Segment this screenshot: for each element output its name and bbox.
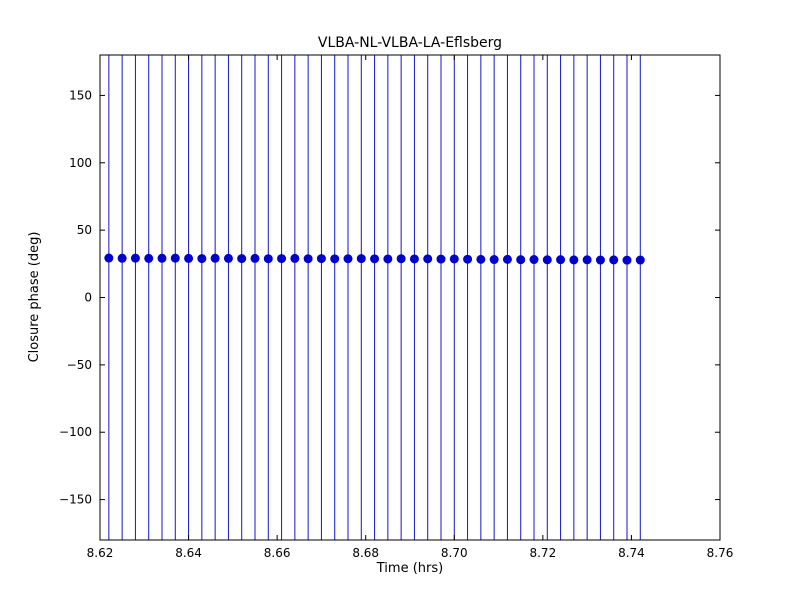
data-point (197, 254, 207, 264)
data-point (516, 255, 526, 265)
data-point (542, 255, 552, 265)
errorbar-layer (108, 55, 641, 540)
axes-layer: 8.62 8.64 8.66 8.68 8.70 8.72 8.74 8.76 −150 −100… (59, 55, 733, 560)
x-tick-label: 8.70 (441, 546, 468, 560)
data-point (370, 254, 380, 264)
data-point (529, 255, 539, 265)
data-point (303, 254, 313, 264)
data-point (569, 255, 579, 265)
data-point (436, 254, 446, 264)
data-point (449, 254, 459, 264)
data-point (117, 253, 127, 263)
data-point (582, 255, 592, 265)
data-point (622, 255, 632, 265)
x-tick-label: 8.76 (707, 546, 734, 560)
data-point (409, 254, 419, 264)
data-point (263, 254, 273, 264)
data-point (356, 254, 366, 264)
x-tick-label: 8.68 (352, 546, 379, 560)
x-tick-label: 8.72 (529, 546, 556, 560)
y-axis-label: Closure phase (deg) (27, 232, 42, 363)
y-tick-label: −50 (67, 358, 92, 372)
data-point (144, 253, 154, 263)
y-tick-label: 0 (84, 291, 92, 305)
data-point (237, 254, 247, 264)
data-point (170, 253, 180, 263)
y-tick-label: −100 (59, 425, 92, 439)
data-point (157, 253, 167, 263)
x-tick-label: 8.62 (87, 546, 114, 560)
data-point (316, 254, 326, 264)
data-point (476, 254, 486, 264)
y-tick-label: 150 (69, 88, 92, 102)
data-point (290, 253, 300, 263)
plot-title: VLBA-NL-VLBA-LA-Eflsberg (318, 35, 502, 51)
data-point (210, 253, 220, 263)
data-point (635, 255, 645, 265)
data-point (463, 254, 473, 264)
x-tick-label: 8.66 (264, 546, 291, 560)
data-point (330, 254, 340, 264)
y-tick-label: 100 (69, 156, 92, 170)
data-point (343, 254, 353, 264)
data-point (250, 253, 260, 263)
data-point (104, 253, 114, 263)
data-point (502, 254, 512, 264)
marker-layer (104, 253, 645, 265)
data-point (184, 253, 194, 263)
data-point (277, 254, 287, 264)
data-point (595, 255, 605, 265)
data-point (383, 254, 393, 264)
y-tick-label: −150 (59, 493, 92, 507)
data-point (489, 255, 499, 265)
data-point (609, 255, 619, 265)
data-point (423, 254, 433, 264)
plot-frame (99, 54, 721, 541)
x-tick-label: 8.74 (618, 546, 645, 560)
x-axis-label: Time (hrs) (376, 561, 443, 576)
x-tick-label: 8.64 (175, 546, 202, 560)
data-point (223, 253, 233, 263)
y-tick-label: 50 (77, 223, 92, 237)
data-point (556, 255, 566, 265)
data-point (396, 254, 406, 264)
data-point (130, 253, 140, 263)
